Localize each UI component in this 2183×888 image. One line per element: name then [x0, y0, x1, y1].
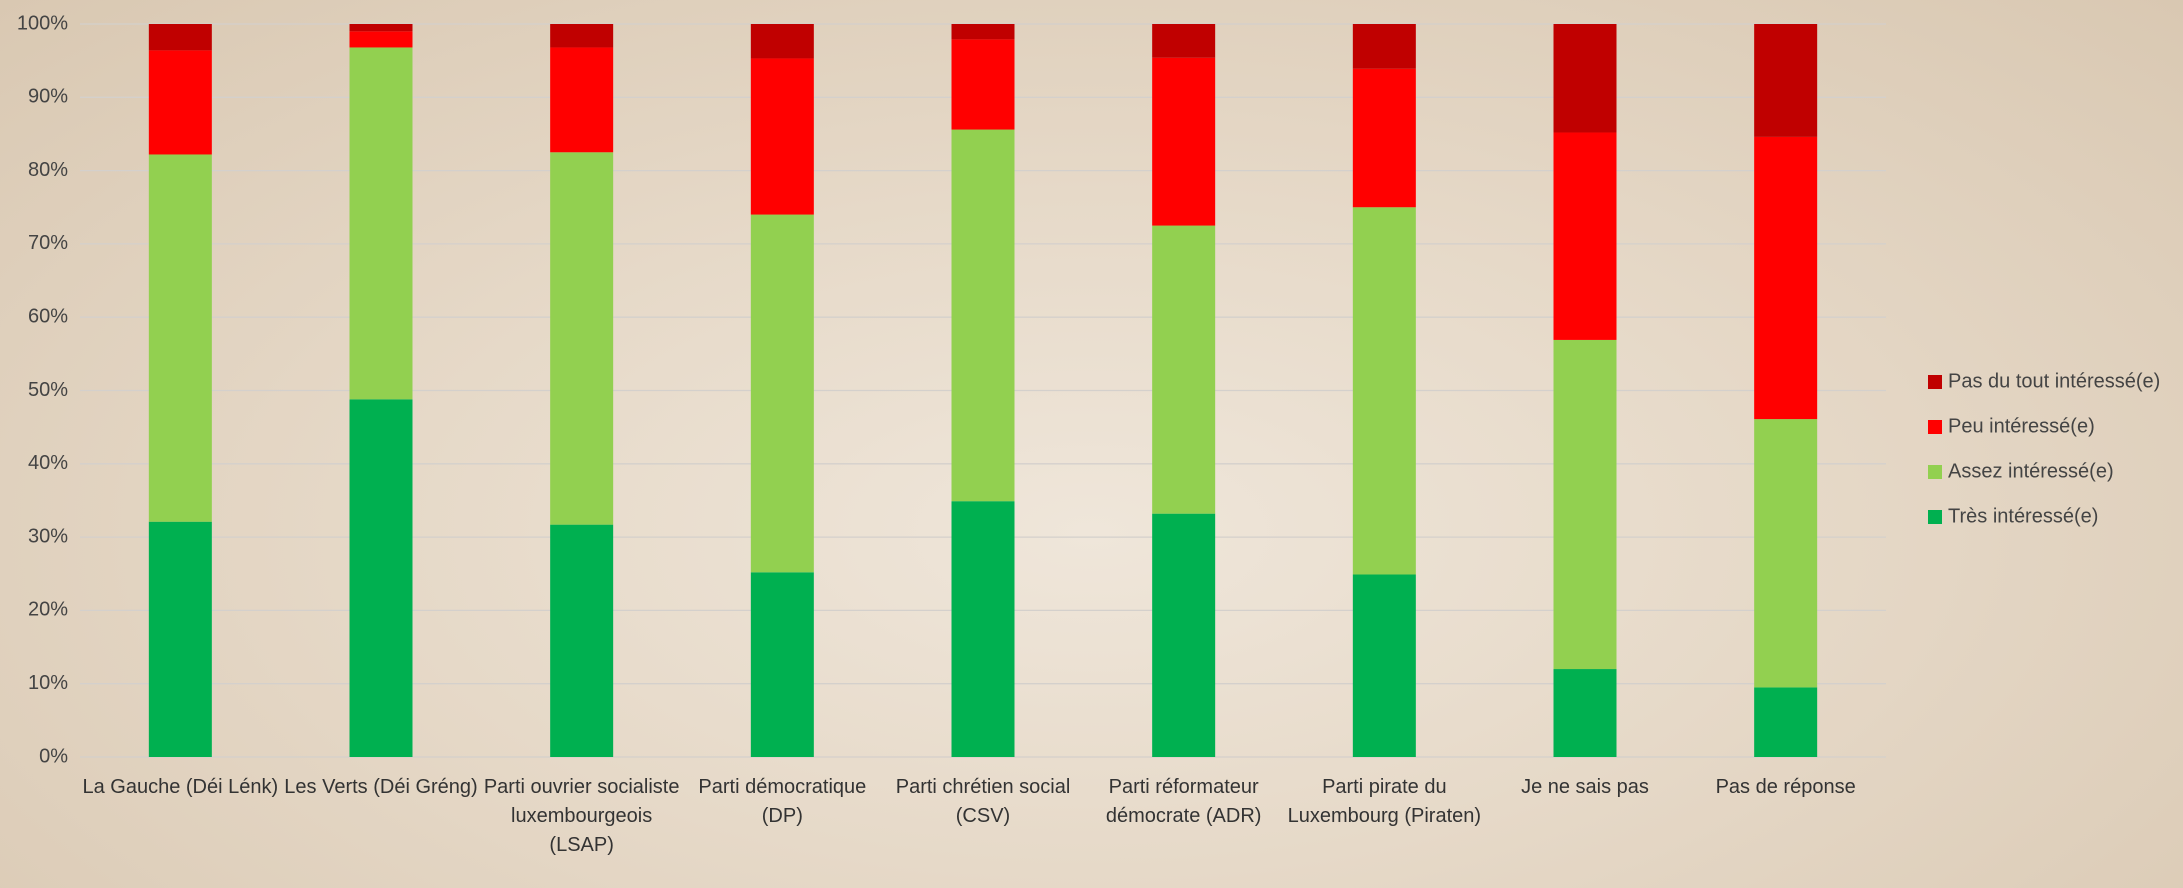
bar-segment	[750, 24, 814, 59]
bar-segment	[1352, 68, 1416, 208]
bar-segment	[349, 47, 413, 400]
y-tick-label: 60%	[28, 305, 68, 327]
x-tick-label: Je ne sais pas	[1521, 776, 1649, 798]
bar-segment	[1352, 574, 1416, 757]
bar-segment	[550, 47, 614, 153]
y-tick-label: 20%	[28, 599, 68, 621]
bar-segment	[148, 521, 212, 757]
y-tick-label: 90%	[28, 86, 68, 108]
bar-segment	[951, 129, 1015, 502]
legend-label: Assez intéressé(e)	[1948, 460, 2114, 482]
bar-segment	[750, 58, 814, 215]
bar-segment	[750, 572, 814, 757]
bar-segment	[1152, 57, 1216, 226]
bar-segment	[750, 214, 814, 573]
bar-segment	[1754, 136, 1818, 420]
bar-segment	[1352, 24, 1416, 69]
x-tick-label: La Gauche (Déi Lénk)	[82, 776, 279, 798]
bar-segment	[1152, 24, 1216, 58]
x-tick-label: Parti démocratique (DP)	[698, 776, 867, 827]
x-tick-label: Parti pirate du Luxembourg (Piraten)	[1287, 776, 1482, 827]
bar-segment	[1352, 207, 1416, 575]
bar-segment	[148, 24, 212, 51]
x-tick-label: Parti réformateur démocrate (ADR)	[1105, 776, 1262, 827]
bar-segment	[1553, 132, 1617, 340]
y-tick-label: 30%	[28, 525, 68, 547]
bar-segment	[1152, 513, 1216, 757]
y-tick-label: 0%	[39, 745, 68, 767]
x-tick-label: Parti ouvrier socialiste luxembourgeois …	[483, 776, 680, 856]
y-tick-label: 70%	[28, 232, 68, 254]
bar-segment	[1553, 339, 1617, 670]
bar-segment	[550, 152, 614, 525]
y-tick-label: 40%	[28, 452, 68, 474]
bar-segment	[1754, 687, 1818, 757]
bar-segment	[1152, 225, 1216, 514]
bar-segment	[349, 31, 413, 48]
bar-segment	[349, 399, 413, 757]
legend-label: Peu intéressé(e)	[1948, 415, 2095, 437]
bar-segment	[1754, 419, 1818, 688]
x-tick-label: Les Verts (Déi Gréng)	[284, 776, 478, 798]
x-tick-label: Pas de réponse	[1715, 776, 1856, 798]
y-tick-label: 80%	[28, 159, 68, 181]
bar-segment	[1754, 24, 1818, 137]
legend-swatch	[1928, 420, 1942, 434]
bar-segment	[1553, 669, 1617, 757]
bar-segment	[148, 50, 212, 155]
bar-segment	[1553, 24, 1617, 133]
legend-swatch	[1928, 465, 1942, 479]
x-tick-label: Parti chrétien social (CSV)	[895, 776, 1071, 827]
bar-segment	[951, 501, 1015, 757]
y-tick-label: 100%	[17, 12, 68, 34]
legend-swatch	[1928, 510, 1942, 524]
y-tick-label: 10%	[28, 672, 68, 694]
bar-segment	[550, 24, 614, 48]
legend-label: Pas du tout intéressé(e)	[1948, 370, 2160, 392]
bar-segment	[951, 39, 1015, 130]
y-tick-label: 50%	[28, 379, 68, 401]
bar-segment	[148, 154, 212, 522]
bar-segment	[550, 524, 614, 757]
bar-segment	[349, 24, 413, 32]
bar-segment	[951, 24, 1015, 40]
legend-label: Très intéressé(e)	[1948, 505, 2098, 527]
legend-swatch	[1928, 375, 1942, 389]
